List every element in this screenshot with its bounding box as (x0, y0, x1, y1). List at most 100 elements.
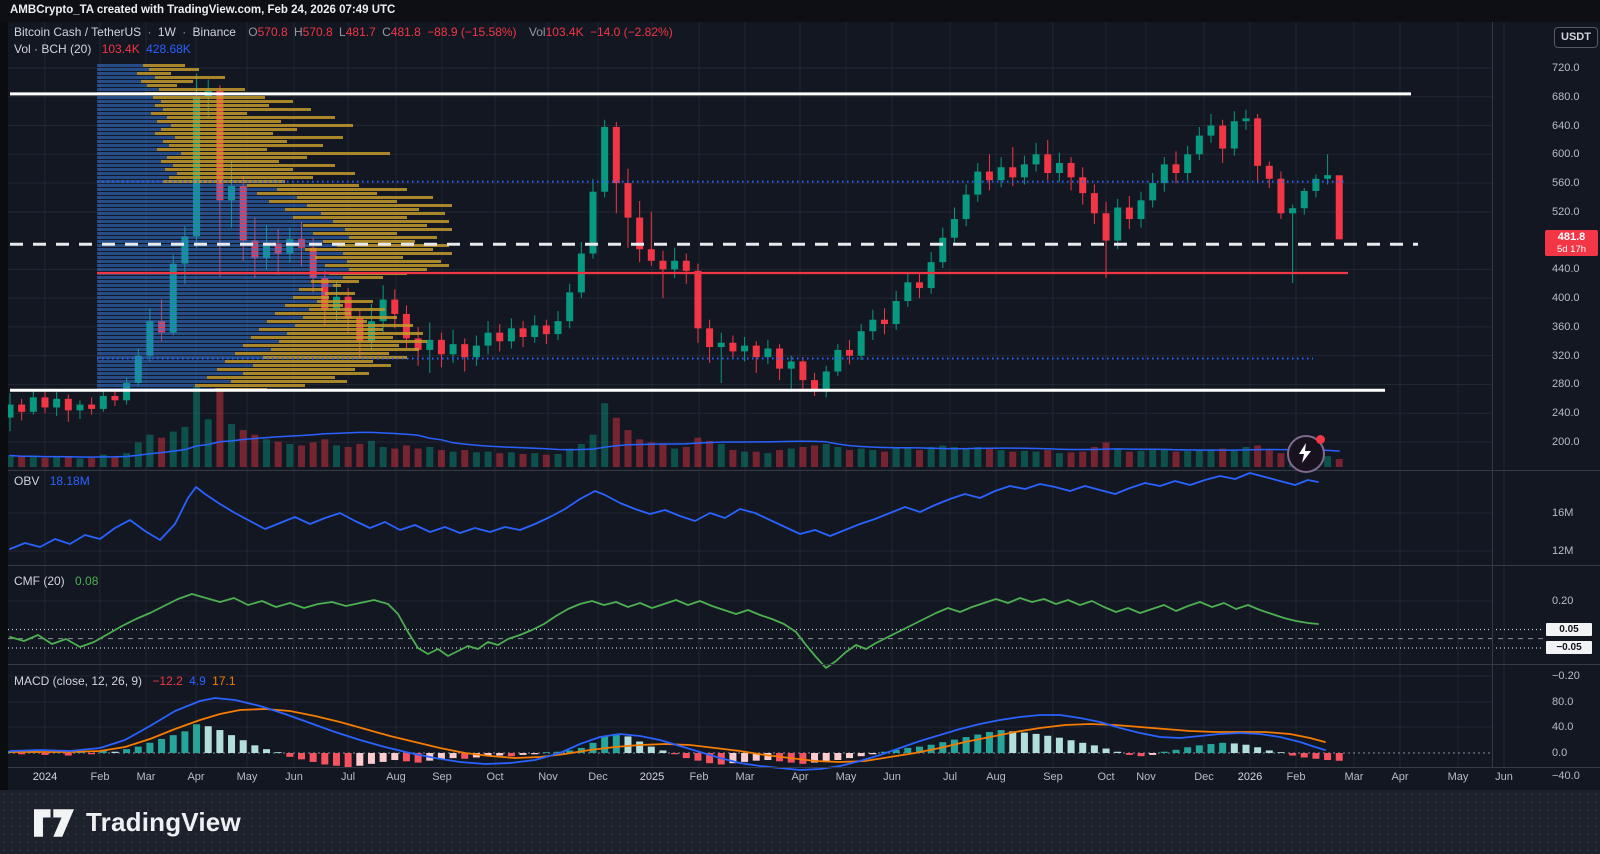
time-tick-label: Oct (486, 771, 504, 783)
cmf-legend-row: CMF (20) 0.08 (14, 574, 101, 588)
open-value: 570.8 (257, 25, 288, 39)
obv-title[interactable]: OBV (14, 474, 40, 488)
time-tick-label: May (1447, 771, 1469, 783)
watermark-text: AMBCrypto_TA created with TradingView.co… (10, 4, 396, 16)
last-price-value: 481.8 (1557, 231, 1586, 243)
price-tick-label: 560.0 (1552, 177, 1580, 190)
time-tick-label: Apr (791, 771, 809, 783)
separator: · (182, 25, 187, 39)
price-tick-label: 640.0 (1552, 119, 1580, 132)
lightning-bolt-icon (1299, 443, 1311, 463)
time-tick-label: Dec (1194, 771, 1214, 783)
change-value: −88.9 (−15.58%) (427, 25, 517, 39)
macd-tick-label: 40.0 (1552, 721, 1574, 733)
cmf-value: 0.08 (75, 574, 99, 588)
time-tick-label: Jul (942, 771, 958, 783)
time-tick-label: 2025 (639, 771, 665, 783)
macd-tick-label: 0.0 (1552, 747, 1568, 759)
alert-dot (1316, 435, 1325, 444)
low-label: L (339, 25, 346, 39)
time-tick-label: Mar (136, 771, 156, 783)
volume-ma-avg-value: 428.68K (146, 42, 191, 56)
vol-label: Vol (528, 25, 546, 39)
price-tick-label: 320.0 (1552, 349, 1580, 362)
symbol-title[interactable]: Bitcoin Cash / TetherUS (14, 25, 142, 39)
time-tick-label: Sep (432, 771, 452, 783)
time-tick-label: Oct (1097, 771, 1115, 783)
volume-ma-title[interactable]: Vol · BCH (20) (14, 42, 92, 56)
exchange-label[interactable]: Binance (192, 25, 236, 39)
time-tick-label: May (236, 771, 258, 783)
time-tick-label: Dec (588, 771, 608, 783)
high-label: H (293, 25, 303, 39)
time-tick-label: Jun (285, 771, 303, 783)
close-value: 481.8 (390, 25, 421, 39)
time-tick-label: 2026 (1237, 771, 1263, 783)
macd-title[interactable]: MACD (close, 12, 26, 9) (14, 674, 143, 688)
time-tick-label: Nov (1136, 771, 1156, 783)
time-tick-label: Feb (90, 771, 110, 783)
price-tick-label: 440.0 (1552, 263, 1580, 276)
time-tick-label: 2024 (32, 771, 58, 783)
obv-value: 18.18M (49, 474, 90, 488)
tradingview-logo[interactable]: TradingView (34, 807, 241, 838)
volume-ma-value: 103.4K (101, 42, 140, 56)
time-tick-label: May (835, 771, 857, 783)
macd-tick-label: −40.0 (1552, 770, 1580, 782)
price-tick-label: 400.0 (1552, 292, 1580, 305)
price-tick-label: 280.0 (1552, 378, 1580, 391)
price-tick-label: 240.0 (1552, 407, 1580, 420)
time-tick-label: Jun (883, 771, 901, 783)
macd-legend-row: MACD (close, 12, 26, 9) −12.2 4.9 17.1 (14, 674, 239, 688)
left-margin-strip (0, 22, 8, 790)
obv-tick-label: 12M (1552, 545, 1574, 557)
separator: · (147, 25, 152, 39)
currency-toggle-button[interactable]: USDT (1554, 27, 1598, 48)
symbol-legend-row: Bitcoin Cash / TetherUS · 1W · Binance O… (14, 25, 676, 39)
tradingview-logo-icon (34, 808, 74, 837)
bar-countdown: 5d 17h (1556, 244, 1587, 255)
time-tick-label: Nov (538, 771, 558, 783)
price-tick-label: 600.0 (1552, 148, 1580, 161)
interval-label[interactable]: 1W (157, 25, 176, 39)
vol-change-value: −14.0 (−2.82%) (589, 25, 673, 39)
flash-refresh-icon[interactable] (1287, 435, 1325, 473)
time-tick-label: Aug (986, 771, 1006, 783)
cmf-threshold-label: 0.05 (1546, 623, 1592, 636)
open-label: O (248, 25, 258, 39)
macd-tick-label: 80.0 (1552, 696, 1574, 708)
cmf-title[interactable]: CMF (20) (14, 574, 65, 588)
last-price-label: 481.8 5d 17h (1545, 230, 1598, 256)
time-tick-label: Feb (1286, 771, 1306, 783)
time-tick-label: Apr (1391, 771, 1409, 783)
low-value: 481.7 (345, 25, 376, 39)
time-tick-label: Jul (340, 771, 356, 783)
footer-bar: TradingView (0, 790, 1600, 854)
price-tick-label: 680.0 (1552, 90, 1580, 103)
time-tick-label: Mar (735, 771, 755, 783)
tradingview-wordmark: TradingView (86, 807, 241, 837)
cmf-tick-label: 0.20 (1552, 595, 1574, 607)
price-tick-label: 200.0 (1552, 435, 1580, 448)
price-tick-label: 360.0 (1552, 320, 1580, 333)
obv-legend-row: OBV 18.18M (14, 474, 93, 488)
high-value: 570.8 (302, 25, 333, 39)
cmf-tick-label: −0.20 (1552, 670, 1580, 682)
price-tick-label: 720.0 (1552, 62, 1580, 74)
price-tick-label: 520.0 (1552, 205, 1580, 218)
time-tick-label: Sep (1043, 771, 1063, 783)
macd-line-value: 4.9 (189, 674, 206, 688)
price-scale-axis[interactable] (1493, 22, 1600, 768)
time-tick-label: Jun (1495, 771, 1513, 783)
vol-value: 103.4K (545, 25, 584, 39)
time-tick-label: Aug (386, 771, 406, 783)
time-tick-label: Apr (187, 771, 205, 783)
time-tick-label: Feb (689, 771, 709, 783)
close-label: C (382, 25, 391, 39)
obv-tick-label: 16M (1552, 507, 1574, 519)
cmf-threshold-label: −0.05 (1546, 641, 1592, 654)
watermark-bar: AMBCrypto_TA created with TradingView.co… (0, 0, 1600, 22)
volume-ma-legend-row: Vol · BCH (20) 103.4K 428.68K (14, 42, 194, 56)
